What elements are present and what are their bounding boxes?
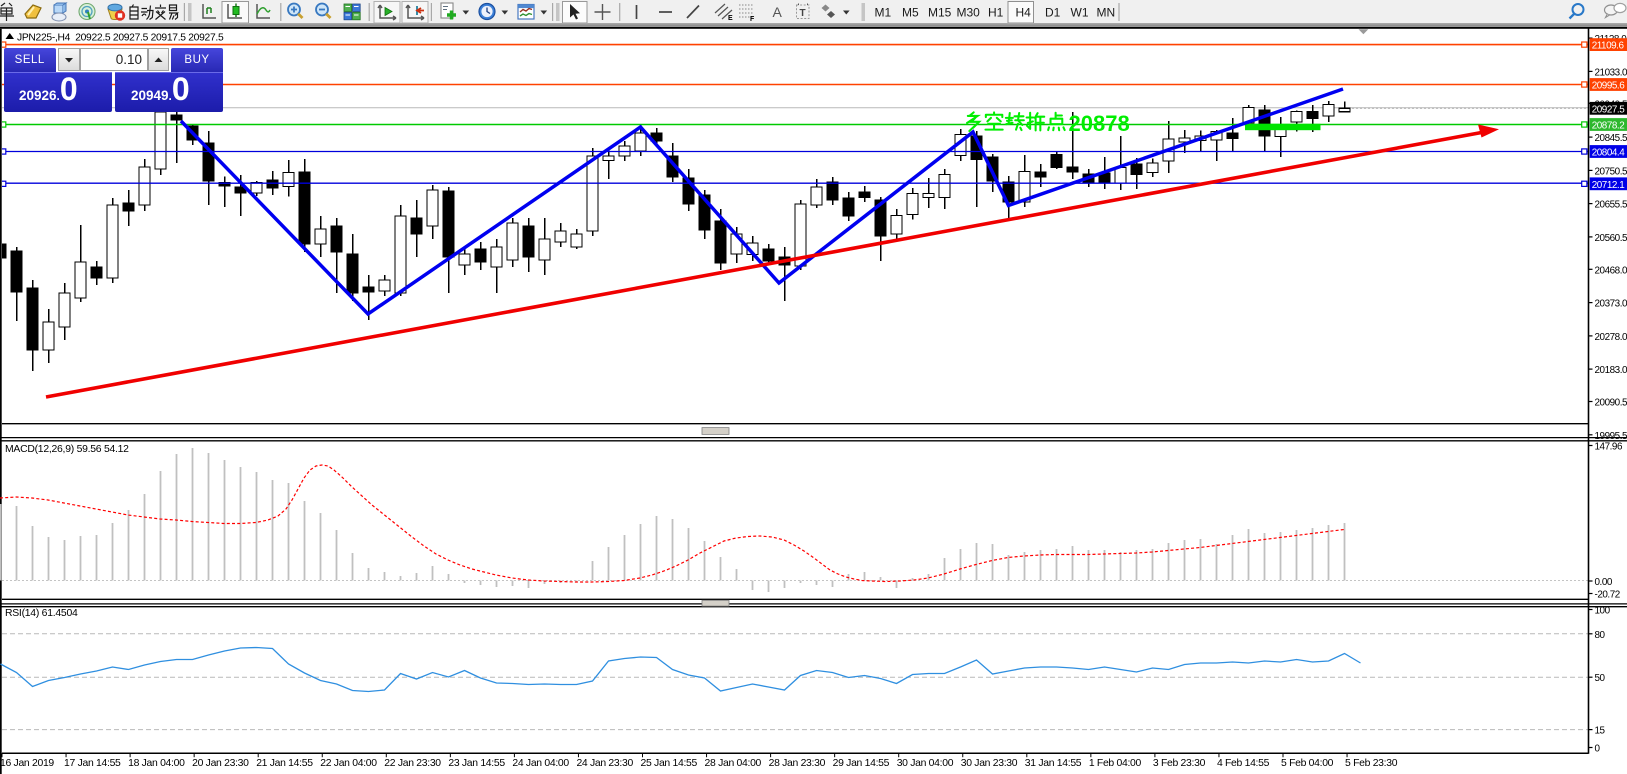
svg-text:M5: M5 (902, 6, 919, 20)
svg-text:20878.2: 20878.2 (1592, 121, 1625, 132)
svg-text:W1: W1 (1071, 6, 1089, 20)
svg-text:MACD(12,26,9) 59.56 54.12: MACD(12,26,9) 59.56 54.12 (5, 444, 129, 455)
svg-text:MN: MN (1097, 6, 1116, 20)
svg-text:30 Jan 04:00: 30 Jan 04:00 (897, 758, 954, 769)
svg-text:T: T (800, 8, 806, 19)
svg-text:20090.5: 20090.5 (1595, 398, 1627, 409)
svg-text:M1: M1 (875, 6, 892, 20)
svg-text:20878: 20878 (1069, 111, 1130, 136)
svg-text:20995.6: 20995.6 (1592, 81, 1626, 92)
svg-text:20278.0: 20278.0 (1595, 332, 1627, 343)
svg-text:20560.5: 20560.5 (1595, 233, 1627, 244)
svg-text:H1: H1 (988, 6, 1004, 20)
svg-text:30 Jan 23:30: 30 Jan 23:30 (961, 758, 1018, 769)
svg-text:31 Jan 14:55: 31 Jan 14:55 (1025, 758, 1082, 769)
svg-text:22 Jan 23:30: 22 Jan 23:30 (384, 758, 441, 769)
svg-text:21033.0: 21033.0 (1595, 67, 1627, 78)
svg-text:0: 0 (1595, 744, 1601, 755)
svg-text:3 Feb 23:30: 3 Feb 23:30 (1153, 758, 1206, 769)
svg-text:-20.72: -20.72 (1595, 590, 1620, 601)
svg-text:0.00: 0.00 (1595, 577, 1613, 588)
svg-text:147.96: 147.96 (1595, 442, 1623, 453)
svg-text:22 Jan 04:00: 22 Jan 04:00 (320, 758, 377, 769)
svg-text:20468.0: 20468.0 (1595, 265, 1627, 276)
svg-text:100: 100 (1595, 606, 1611, 617)
svg-text:28 Jan 04:00: 28 Jan 04:00 (705, 758, 762, 769)
svg-text:28 Jan 23:30: 28 Jan 23:30 (769, 758, 826, 769)
svg-text:M30: M30 (957, 6, 981, 20)
svg-text:20845.5: 20845.5 (1595, 133, 1627, 144)
svg-text:21 Jan 14:55: 21 Jan 14:55 (256, 758, 313, 769)
svg-text:20804.4: 20804.4 (1592, 148, 1626, 159)
svg-text:F: F (750, 16, 755, 23)
svg-text:5 Feb 04:00: 5 Feb 04:00 (1281, 758, 1334, 769)
svg-text:RSI(14) 61.4504: RSI(14) 61.4504 (5, 608, 78, 619)
svg-text:20 Jan 23:30: 20 Jan 23:30 (192, 758, 249, 769)
svg-text:D1: D1 (1045, 6, 1061, 20)
svg-text:23 Jan 14:55: 23 Jan 14:55 (448, 758, 505, 769)
svg-text:20655.5: 20655.5 (1595, 200, 1627, 211)
svg-text:20183.0: 20183.0 (1595, 365, 1627, 376)
svg-text:20373.0: 20373.0 (1595, 299, 1627, 310)
svg-text:JPN225-,H4 20922.5 20927.5 20: JPN225-,H4 20922.5 20927.5 20917.5 20927… (17, 32, 224, 43)
svg-text:25 Jan 14:55: 25 Jan 14:55 (641, 758, 698, 769)
svg-text:24 Jan 04:00: 24 Jan 04:00 (512, 758, 569, 769)
svg-text:15: 15 (1595, 726, 1606, 737)
svg-text:20712.1: 20712.1 (1592, 180, 1626, 191)
svg-text:24 Jan 23:30: 24 Jan 23:30 (576, 758, 633, 769)
svg-text:80: 80 (1595, 630, 1606, 641)
svg-text:M15: M15 (928, 6, 952, 20)
svg-text:E: E (728, 15, 733, 22)
svg-text:20750.5: 20750.5 (1595, 166, 1627, 177)
svg-text:4 Feb 14:55: 4 Feb 14:55 (1217, 758, 1270, 769)
svg-text:A: A (773, 4, 783, 20)
svg-text:19995.5: 19995.5 (1595, 431, 1627, 442)
svg-text:5 Feb 23:30: 5 Feb 23:30 (1345, 758, 1398, 769)
svg-text:16 Jan 2019: 16 Jan 2019 (0, 758, 54, 769)
svg-text:21109.6: 21109.6 (1592, 41, 1625, 52)
svg-text:H4: H4 (1016, 6, 1032, 20)
svg-text:17 Jan 14:55: 17 Jan 14:55 (64, 758, 121, 769)
svg-text:20927.5: 20927.5 (1592, 104, 1626, 115)
svg-text:50: 50 (1595, 673, 1606, 684)
svg-text:29 Jan 14:55: 29 Jan 14:55 (833, 758, 890, 769)
svg-text:18 Jan 04:00: 18 Jan 04:00 (128, 758, 185, 769)
svg-text:1 Feb 04:00: 1 Feb 04:00 (1089, 758, 1142, 769)
